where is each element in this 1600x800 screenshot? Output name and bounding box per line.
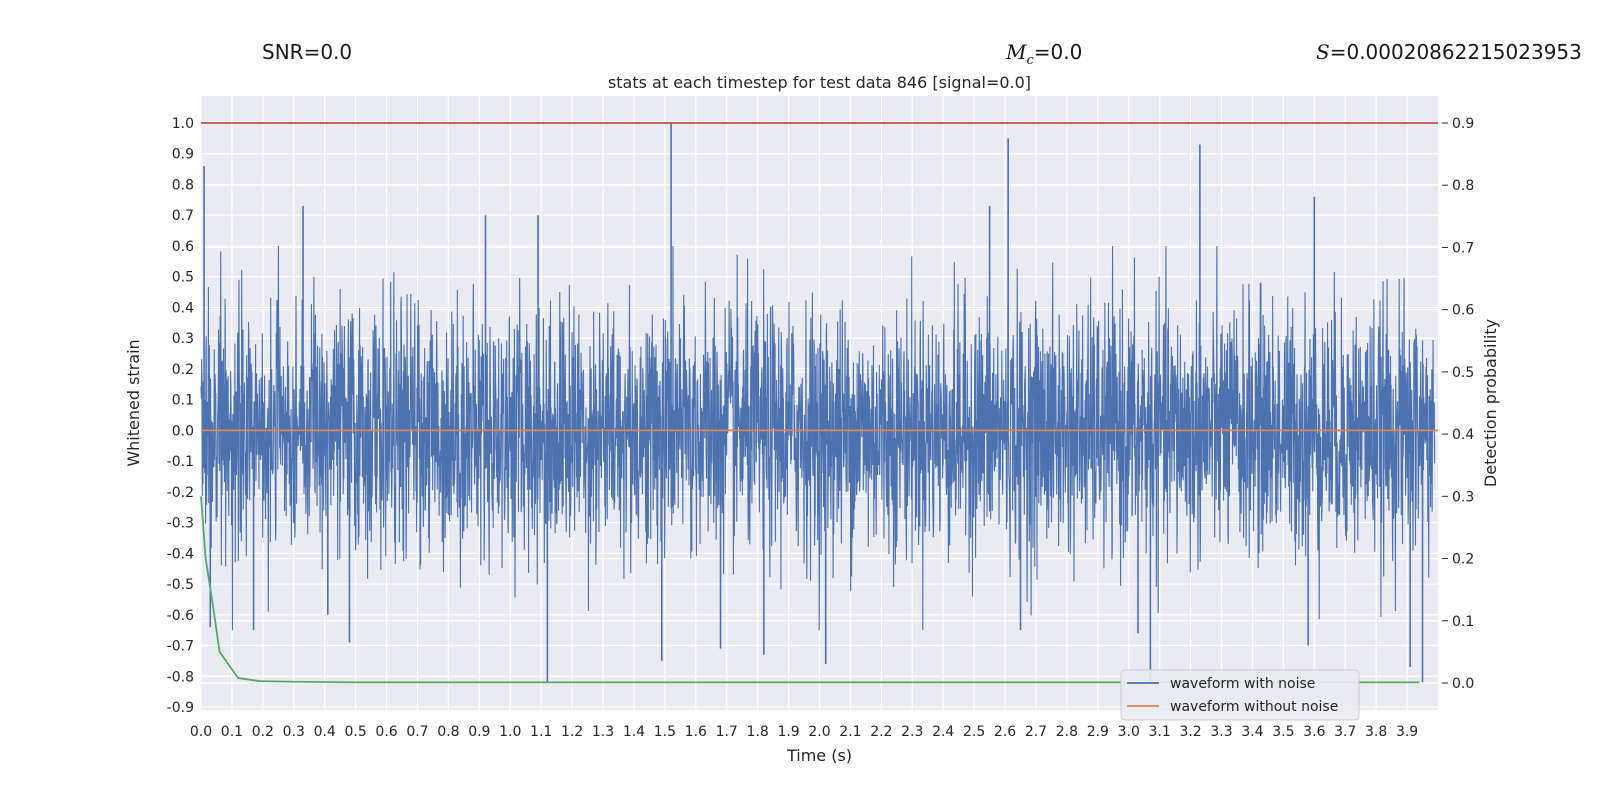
x-tick-label: 0.8 (437, 724, 459, 740)
s-symbol: S (1316, 40, 1330, 64)
x-tick-label: 2.5 (963, 724, 985, 740)
y-tick-label: -0.6 (167, 608, 194, 624)
x-tick-label: 0.2 (252, 724, 274, 740)
x-tick-label: 1.1 (530, 724, 552, 740)
x-tick-label: 1.5 (654, 724, 676, 740)
x-tick-label: 2.9 (1087, 724, 1109, 740)
x-tick-label: 0.5 (344, 724, 366, 740)
y-tick-label: 0.1 (172, 393, 194, 409)
y-right-tick-label: 0.3 (1452, 489, 1474, 505)
y-tick-label: -0.5 (167, 577, 194, 593)
x-tick-label: 1.8 (747, 724, 769, 740)
s-value: 0.00020862215023953 (1346, 40, 1582, 64)
axes: 0.0 0.1 0.2 0.3 0.4 0.5 0.6 0.7 0.8 0.9 1.0 1.1 1.2 1… (167, 116, 1475, 740)
y-axis-label: Whitened strain (124, 339, 143, 466)
y-right-tick-label: 0.8 (1452, 178, 1474, 194)
y-tick-label: -0.3 (167, 516, 194, 532)
snr-value: 0.0 (320, 40, 353, 64)
x-tick-label: 2.6 (994, 724, 1016, 740)
chart-title: stats at each timestep for test data 846… (608, 73, 1031, 92)
mc-value: 0.0 (1050, 40, 1083, 64)
y-right-tick-label: 0.6 (1452, 303, 1474, 319)
y-right-tick-label: 0.5 (1452, 365, 1474, 381)
y-right-tick-label: 0.9 (1452, 116, 1474, 132)
y-tick-label: -0.4 (167, 546, 194, 562)
x-tick-label: 0.4 (314, 724, 336, 740)
snr-readout: SNR=0.0 (262, 40, 353, 64)
y-tick-label: -0.9 (167, 700, 194, 716)
x-tick-label: 2.8 (1056, 724, 1078, 740)
legend-label-clean: waveform without noise (1170, 699, 1338, 715)
x-tick-label: 1.4 (623, 724, 645, 740)
x-tick-label: 0.1 (221, 724, 243, 740)
x-tick-label: 3.8 (1365, 724, 1387, 740)
y-tick-label: 0.3 (172, 331, 194, 347)
chirp-mass-readout: Mc=0.0 (1006, 40, 1083, 68)
x-tick-label: 2.0 (808, 724, 830, 740)
detection-probability-line (200, 496, 1420, 684)
y-tick-label: -0.7 (167, 639, 194, 655)
y-tick-label: 0.7 (172, 208, 194, 224)
x-tick-label: 0.6 (375, 724, 397, 740)
x-tick-label: 0.7 (406, 724, 428, 740)
legend-label-noise: waveform with noise (1170, 676, 1315, 692)
y-right-tick-label: 0.0 (1452, 676, 1474, 692)
legend: waveform with noise waveform without noi… (1120, 669, 1360, 721)
legend-box (1120, 669, 1360, 721)
y-tick-label: 0.0 (172, 423, 194, 439)
x-tick-label: 3.3 (1210, 724, 1232, 740)
y-tick-label: 0.4 (172, 300, 194, 316)
x-tick-label: 2.3 (901, 724, 923, 740)
x-tick-label: 3.5 (1272, 724, 1294, 740)
x-tick-label: 0.0 (190, 724, 212, 740)
x-tick-label: 3.2 (1179, 724, 1201, 740)
y-tick-label: 1.0 (172, 116, 194, 132)
y-right-tick-label: 0.7 (1452, 240, 1474, 256)
x-tick-label: 1.6 (685, 724, 707, 740)
y-right-tick-label: 0.1 (1452, 614, 1474, 630)
mc-symbol: M (1006, 40, 1027, 64)
mc-subscript: c (1026, 53, 1034, 68)
x-tick-label: 1.2 (561, 724, 583, 740)
x-tick-label: 3.1 (1149, 724, 1171, 740)
x-axis-label: Time (s) (786, 746, 852, 765)
y-tick-label: -0.8 (167, 669, 194, 685)
x-tick-label: 2.4 (932, 724, 954, 740)
y-tick-label: -0.2 (167, 485, 194, 501)
x-tick-label: 0.9 (468, 724, 490, 740)
x-tick-label: 3.6 (1303, 724, 1325, 740)
x-tick-label: 2.2 (870, 724, 892, 740)
x-tick-label: 0.3 (283, 724, 305, 740)
y-right-tick-label: 0.4 (1452, 427, 1474, 443)
noise-line (200, 245, 1436, 631)
y-tick-label: 0.2 (172, 362, 194, 378)
y-tick-label: 0.8 (172, 177, 194, 193)
x-tick-label: 3.4 (1241, 724, 1263, 740)
x-tick-label: 3.7 (1334, 724, 1356, 740)
series-lines (200, 122, 1438, 684)
x-tick-label: 2.1 (839, 724, 861, 740)
noise-series (200, 123, 1436, 683)
y-axis-right-label: Detection probability (1481, 319, 1500, 487)
x-tick-label: 1.3 (592, 724, 614, 740)
x-tick-label: 1.0 (499, 724, 521, 740)
x-tick-label: 1.9 (777, 724, 799, 740)
x-tick-label: 3.0 (1118, 724, 1140, 740)
s-readout: S=0.00020862215023953 (1316, 40, 1582, 64)
y-tick-label: 0.9 (172, 147, 194, 163)
y-tick-label: 0.6 (172, 239, 194, 255)
y-tick-label: -0.1 (167, 454, 194, 470)
x-tick-label: 1.7 (716, 724, 738, 740)
x-tick-label: 2.7 (1025, 724, 1047, 740)
y-tick-label: 0.5 (172, 270, 194, 286)
y-right-tick-label: 0.2 (1452, 552, 1474, 568)
x-tick-label: 3.9 (1396, 724, 1418, 740)
snr-label: SNR (262, 40, 304, 64)
